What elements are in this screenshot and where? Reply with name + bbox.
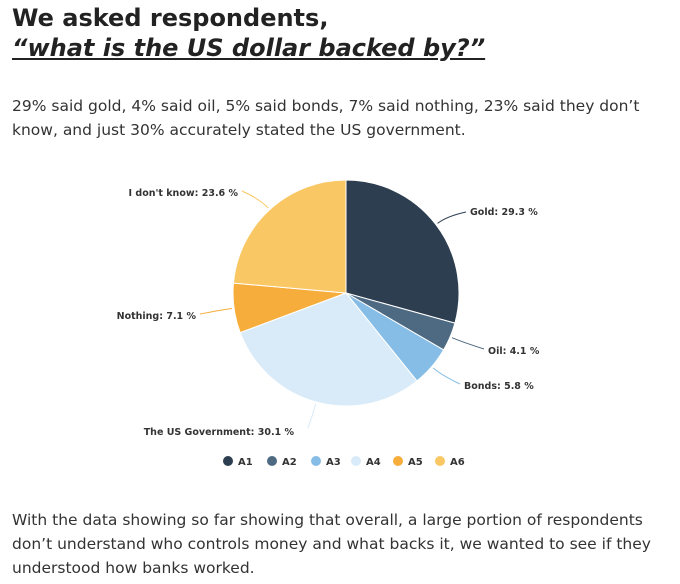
connector-a2	[451, 337, 485, 350]
pie-labels: Gold: 29.3 % Oil: 4.1 % Bonds: 5.8 % The US…	[117, 188, 540, 438]
legend-item-a2[interactable]: A2	[267, 456, 297, 468]
data-label-a4: The US Government: 30.1 %	[144, 427, 295, 438]
pie-slice-a6	[232, 179, 347, 294]
connector-a4	[307, 403, 317, 429]
data-label-a1: Gold: 29.3 %	[470, 207, 538, 218]
legend-swatch	[435, 456, 445, 466]
legend-label: A1	[238, 457, 253, 468]
connector-a1	[437, 211, 467, 224]
legend-label: A6	[450, 457, 465, 468]
legend-item-a5[interactable]: A5	[393, 456, 423, 468]
legend-label: A2	[282, 457, 297, 468]
data-label-a3: Bonds: 5.8 %	[464, 381, 534, 392]
legend-item-a3[interactable]: A3	[311, 456, 341, 468]
heading-line-1: We asked respondents,	[12, 4, 329, 32]
legend-label: A3	[326, 457, 341, 468]
legend-swatch	[351, 456, 361, 466]
connector-a6	[241, 190, 269, 209]
connector-a3	[432, 367, 461, 385]
legend-swatch	[267, 456, 277, 466]
intro-paragraph: 29% said gold, 4% said oil, 5% said bond…	[12, 97, 640, 139]
legend-item-a4[interactable]: A4	[351, 456, 381, 468]
data-label-a5: Nothing: 7.1 %	[117, 311, 197, 322]
legend-label: A5	[408, 457, 423, 468]
legend-swatch	[223, 456, 233, 466]
data-label-a6: I don't know: 23.6 %	[129, 188, 239, 199]
pie-slice-a1	[345, 179, 460, 324]
legend-item-a1[interactable]: A1	[223, 456, 253, 468]
legend-label: A4	[366, 457, 381, 468]
heading-line-2: “what is the US dollar backed by?”	[12, 34, 486, 62]
legend-swatch	[311, 456, 321, 466]
pie-chart: Gold: 29.3 % Oil: 4.1 % Bonds: 5.8 % The US…	[117, 179, 540, 468]
legend-swatch	[393, 456, 403, 466]
chart-legend: A1 A2 A3 A4 A5 A6	[223, 456, 465, 468]
pie-slices	[232, 179, 460, 407]
outro-paragraph: With the data showing so far showing tha…	[12, 511, 651, 577]
data-label-a2: Oil: 4.1 %	[488, 346, 540, 357]
legend-item-a6[interactable]: A6	[435, 456, 465, 468]
pie-slice-a4	[239, 292, 418, 407]
connector-a5	[199, 308, 233, 315]
